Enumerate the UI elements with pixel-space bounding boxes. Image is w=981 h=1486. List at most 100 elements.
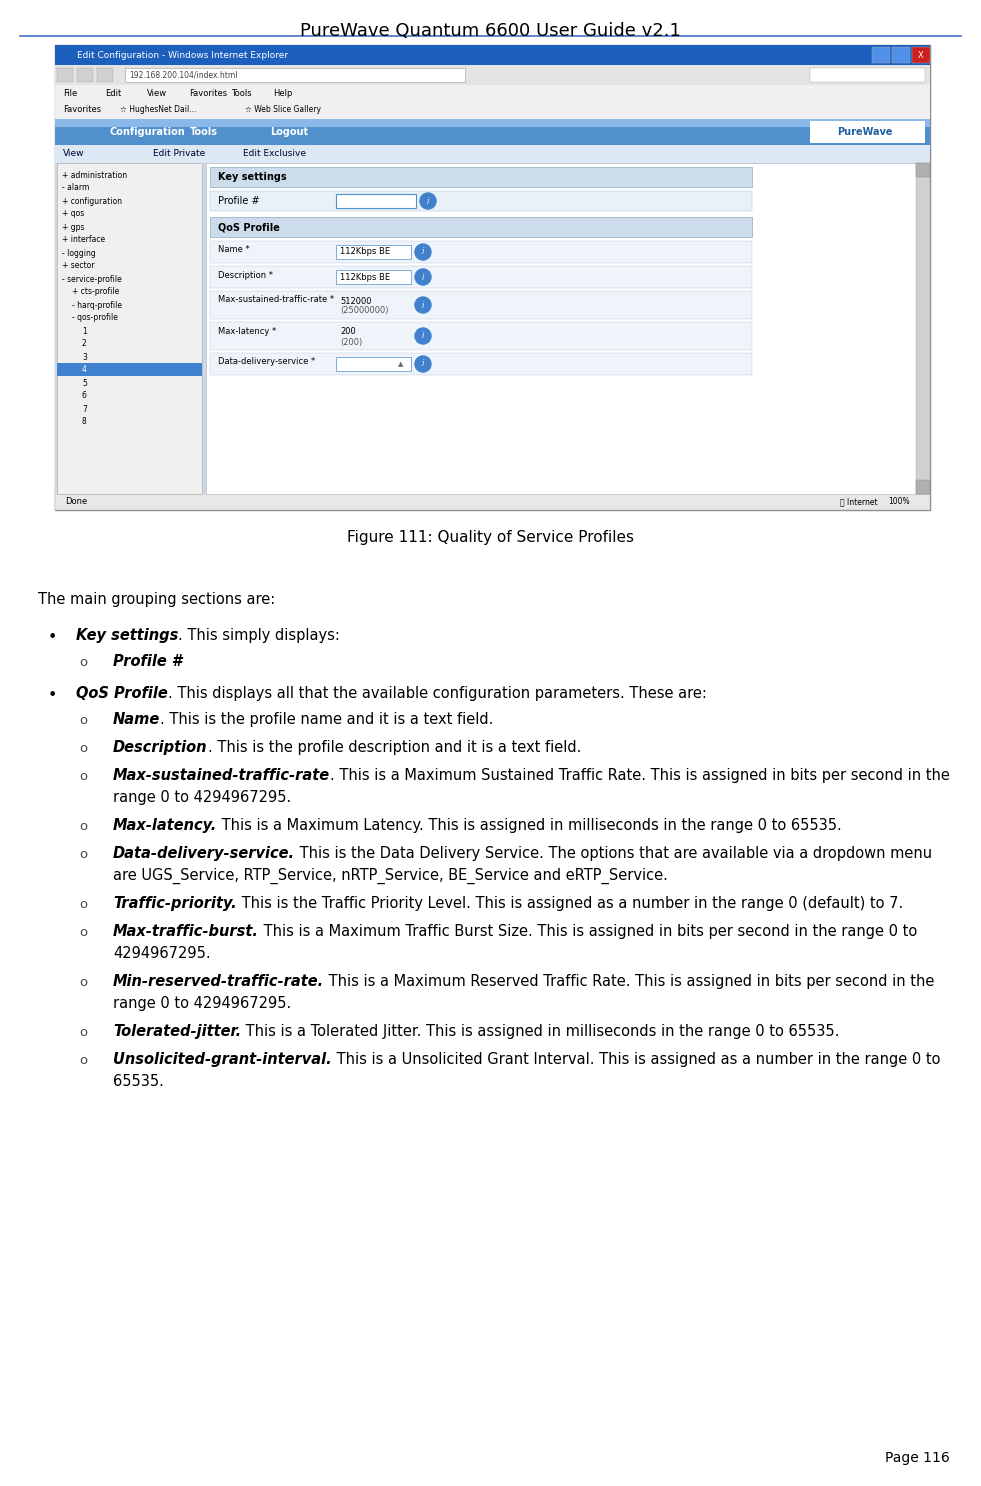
Text: 6: 6 [82,391,87,401]
FancyBboxPatch shape [210,354,752,374]
Text: This is a Maximum Traffic Burst Size. This is assigned in bits per second in the: This is a Maximum Traffic Burst Size. Th… [259,924,917,939]
Text: i: i [422,331,424,340]
FancyBboxPatch shape [336,270,411,284]
Circle shape [415,357,431,372]
Text: o: o [79,976,87,990]
Circle shape [415,328,431,343]
Text: 100%: 100% [889,498,910,507]
Text: Description: Description [113,740,208,755]
Text: Name: Name [113,712,160,727]
Text: range 0 to 4294967295.: range 0 to 4294967295. [113,791,291,805]
Text: o: o [79,849,87,860]
Text: Data-delivery-service *: Data-delivery-service * [218,358,315,367]
Text: + qos: + qos [62,210,84,218]
Text: Configuration: Configuration [110,126,185,137]
Text: + gps: + gps [62,223,84,232]
Text: Max-latency *: Max-latency * [218,327,277,336]
FancyBboxPatch shape [336,357,411,372]
FancyBboxPatch shape [872,48,890,62]
Text: Page 116: Page 116 [885,1450,950,1465]
Text: This is a Unsolicited Grant Interval. This is assigned as a number in the range : This is a Unsolicited Grant Interval. Th… [332,1052,940,1067]
Text: This is a Tolerated Jitter. This is assigned in milliseconds in the range 0 to 6: This is a Tolerated Jitter. This is assi… [241,1024,840,1039]
Text: View: View [147,89,167,98]
FancyBboxPatch shape [55,101,930,119]
Text: o: o [79,820,87,834]
Circle shape [420,193,436,210]
Text: 4: 4 [82,366,87,374]
FancyBboxPatch shape [97,68,113,82]
Text: Key settings: Key settings [218,172,286,181]
Text: (200): (200) [340,337,362,346]
Text: + sector: + sector [62,262,94,270]
Text: •: • [48,630,57,645]
Text: Edit Private: Edit Private [153,150,205,159]
Text: Unsolicited-grant-interval.: Unsolicited-grant-interval. [113,1052,332,1067]
Text: (25000000): (25000000) [340,306,388,315]
Text: + administration: + administration [62,171,128,180]
Text: Tools: Tools [190,126,218,137]
Text: Logout: Logout [270,126,308,137]
Text: range 0 to 4294967295.: range 0 to 4294967295. [113,996,291,1010]
Text: - harq-profile: - harq-profile [72,300,122,309]
FancyBboxPatch shape [210,291,752,319]
Text: Profile #: Profile # [218,196,260,207]
Text: Edit Configuration - Windows Internet Explorer: Edit Configuration - Windows Internet Ex… [77,51,288,59]
Text: Traffic-priority.: Traffic-priority. [113,896,236,911]
Text: Max-traffic-burst.: Max-traffic-burst. [113,924,259,939]
Text: - logging: - logging [62,248,96,257]
Text: o: o [79,1054,87,1067]
Text: - service-profile: - service-profile [62,275,122,284]
FancyBboxPatch shape [892,48,910,62]
Text: Min-reserved-traffic-rate.: Min-reserved-traffic-rate. [113,973,324,990]
Text: + cts-profile: + cts-profile [72,287,120,297]
Text: PureWave Quantum 6600 User Guide v2.1: PureWave Quantum 6600 User Guide v2.1 [300,22,681,40]
Text: 8: 8 [82,418,86,426]
FancyBboxPatch shape [77,68,93,82]
Text: o: o [79,713,87,727]
Text: This is the Data Delivery Service. The options that are available via a dropdown: This is the Data Delivery Service. The o… [295,846,932,860]
Text: Figure 111: Quality of Service Profiles: Figure 111: Quality of Service Profiles [347,531,634,545]
Text: The main grouping sections are:: The main grouping sections are: [38,591,276,606]
FancyBboxPatch shape [210,241,752,263]
FancyBboxPatch shape [55,493,930,510]
Text: 3: 3 [82,352,87,361]
Text: i: i [427,196,430,205]
FancyBboxPatch shape [55,163,930,493]
FancyBboxPatch shape [55,146,930,163]
Text: o: o [79,898,87,911]
Text: View: View [63,150,84,159]
Text: 5: 5 [82,379,87,388]
Text: + configuration: + configuration [62,196,122,205]
Text: i: i [422,248,424,257]
FancyBboxPatch shape [210,166,752,187]
Text: Done: Done [65,498,87,507]
FancyBboxPatch shape [810,120,925,143]
FancyBboxPatch shape [210,192,752,211]
Text: . This is the profile name and it is a text field.: . This is the profile name and it is a t… [160,712,493,727]
Text: Favorites: Favorites [189,89,228,98]
Text: This is a Maximum Latency. This is assigned in milliseconds in the range 0 to 65: This is a Maximum Latency. This is assig… [217,817,842,834]
FancyBboxPatch shape [210,266,752,288]
Text: Edit: Edit [105,89,122,98]
FancyBboxPatch shape [210,322,752,351]
Text: •: • [48,688,57,703]
Circle shape [415,244,431,260]
Text: QoS Profile: QoS Profile [76,687,168,701]
Text: o: o [79,655,87,669]
Text: i: i [422,272,424,281]
Text: Name *: Name * [218,245,250,254]
FancyBboxPatch shape [55,65,930,85]
Text: . This simply displays:: . This simply displays: [179,629,340,643]
Text: This is the Traffic Priority Level. This is assigned as a number in the range 0 : This is the Traffic Priority Level. This… [236,896,903,911]
Text: Max-sustained-traffic-rate: Max-sustained-traffic-rate [113,768,331,783]
FancyBboxPatch shape [810,68,925,82]
Text: o: o [79,926,87,939]
Text: . This is a Maximum Sustained Traffic Rate. This is assigned in bits per second : . This is a Maximum Sustained Traffic Ra… [331,768,950,783]
Text: Max-latency.: Max-latency. [113,817,217,834]
Text: QoS Profile: QoS Profile [218,221,280,232]
FancyBboxPatch shape [55,45,930,65]
Text: 512000: 512000 [340,297,372,306]
Text: X: X [918,51,924,59]
Text: PureWave: PureWave [837,126,893,137]
Text: Description *: Description * [218,270,273,279]
